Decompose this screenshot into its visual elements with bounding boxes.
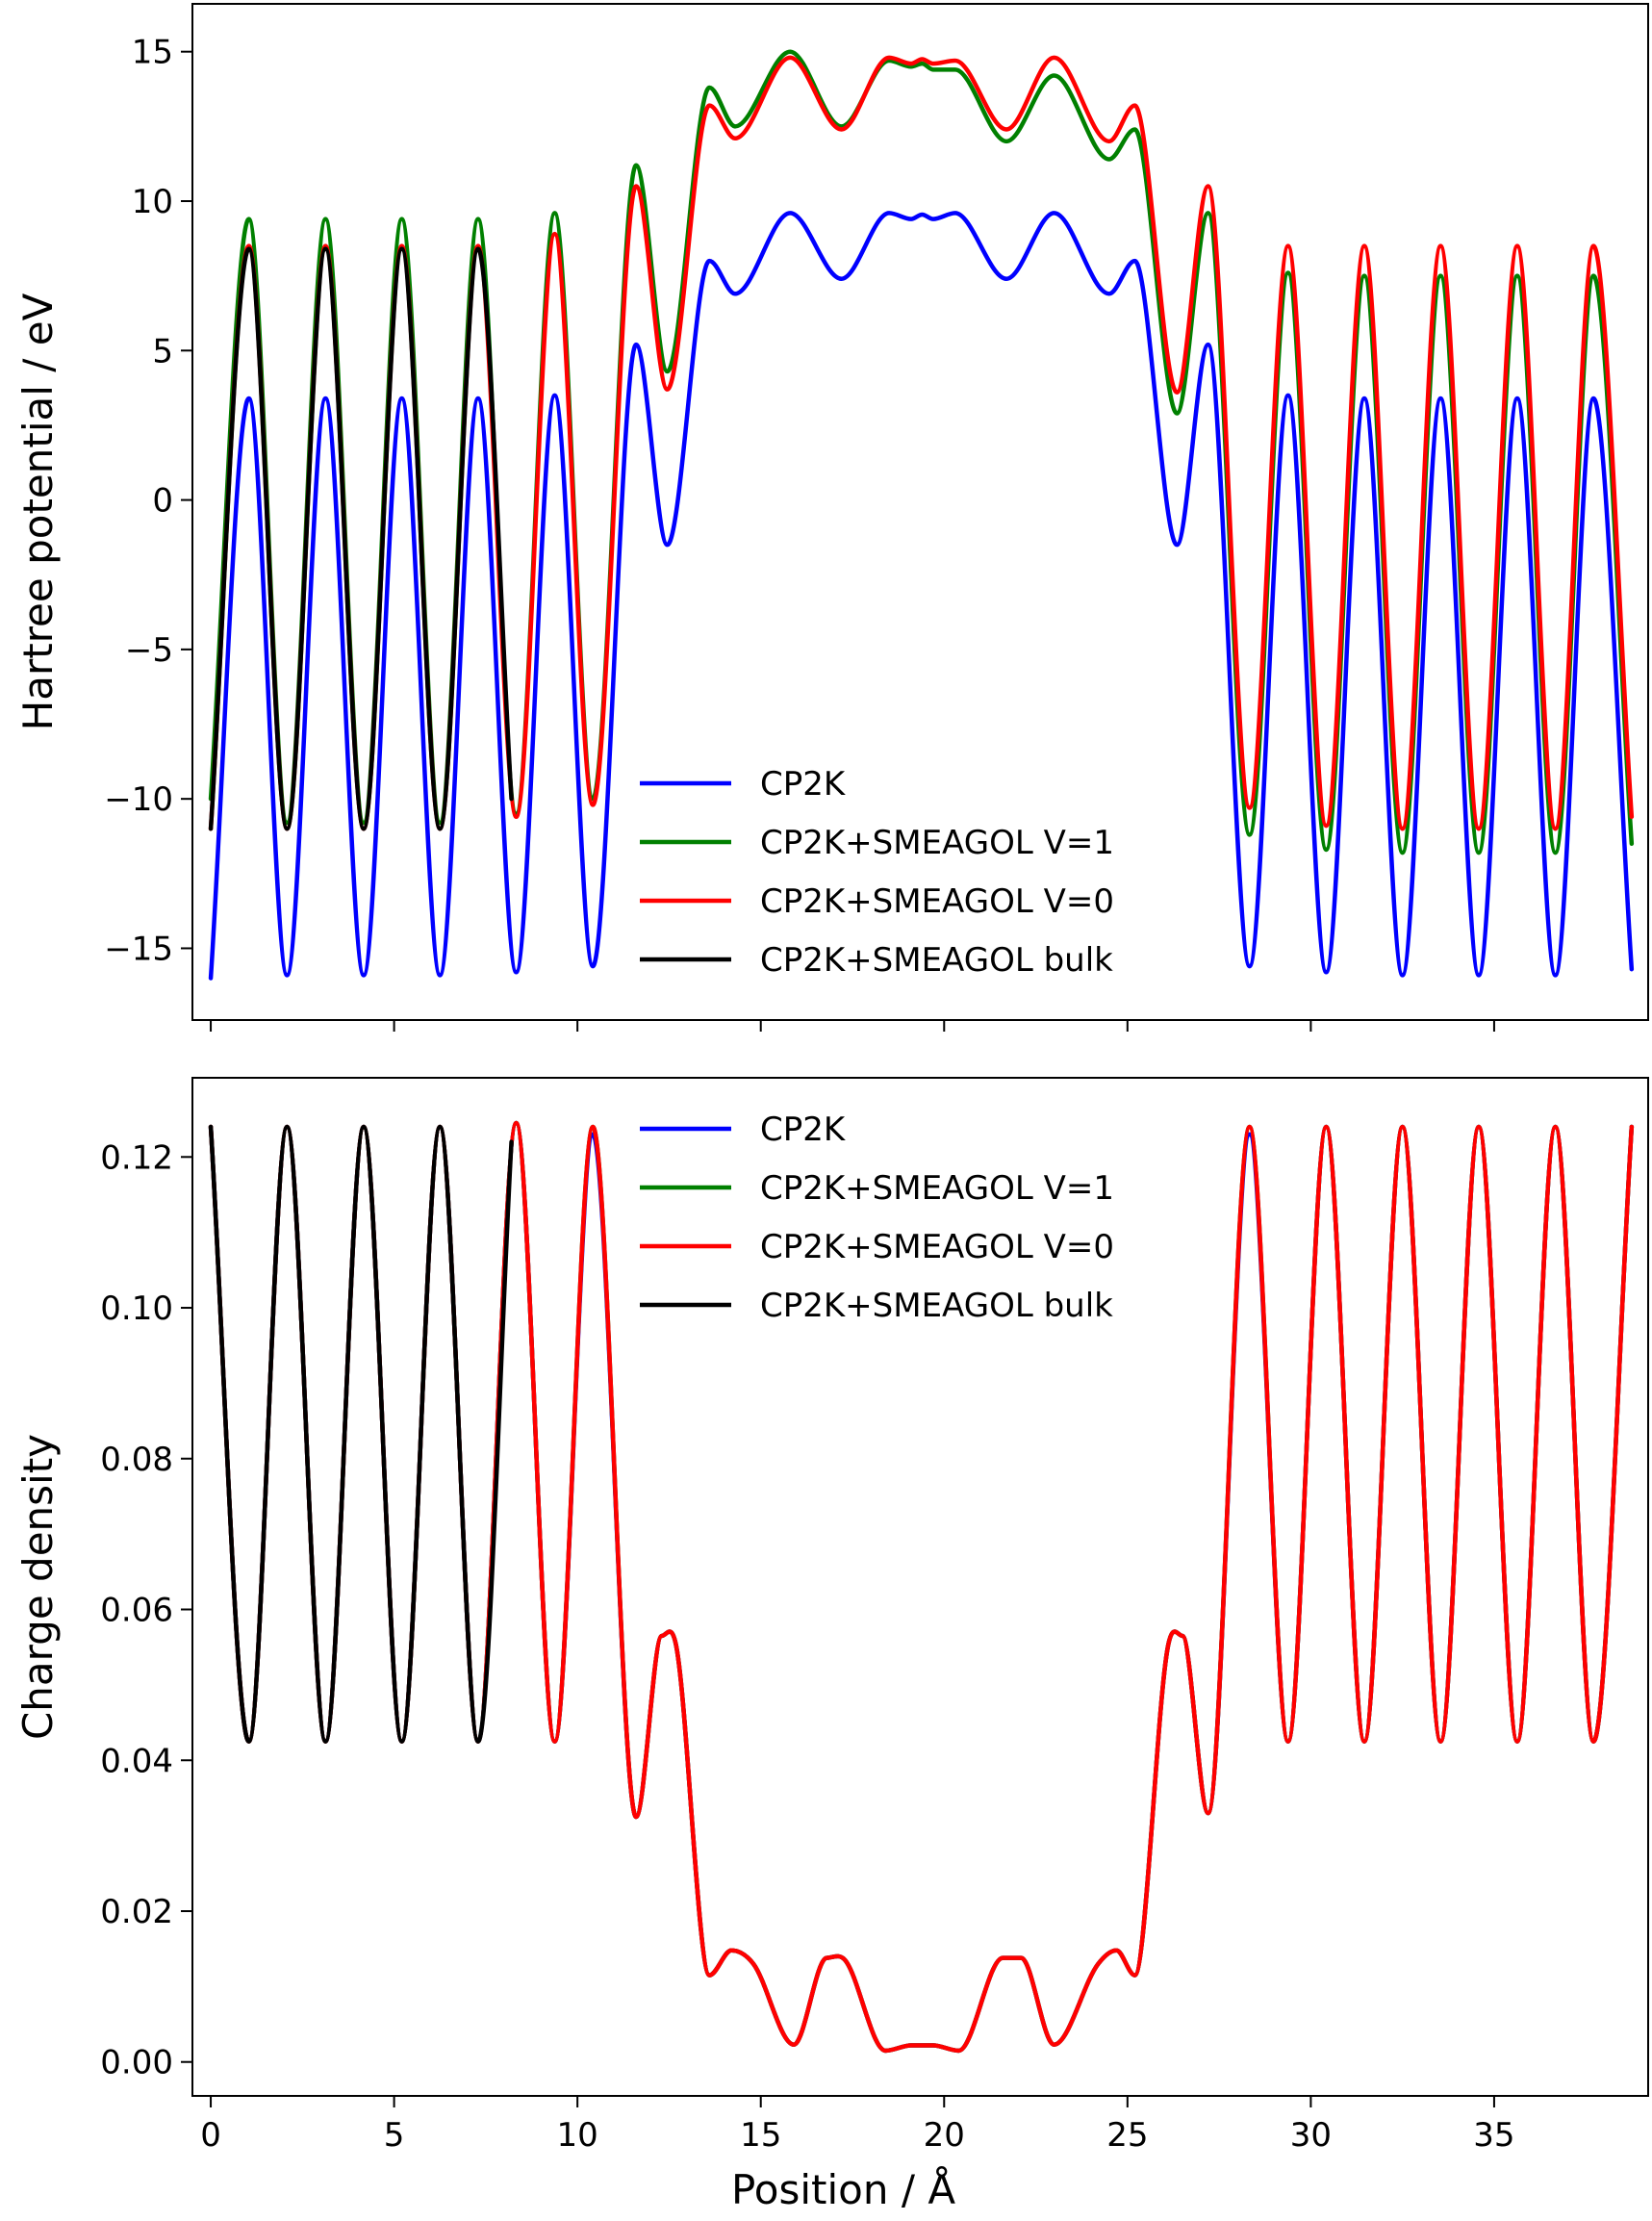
ytick-label: 0 bbox=[152, 482, 173, 521]
series-line bbox=[208, 1124, 514, 1744]
ytick-label: 0.10 bbox=[100, 1289, 173, 1328]
legend-label: CP2K+SMEAGOL V=0 bbox=[760, 1228, 1114, 1266]
series-line bbox=[208, 49, 1635, 855]
ytick-label: 0.02 bbox=[100, 1893, 173, 1931]
legend-label: CP2K+SMEAGOL bulk bbox=[760, 941, 1113, 980]
hartree-potential-panel: −15 −10 −5 0 5 10 15 CP2K CP2K+SMEAGOL V=1 CP2K+… bbox=[14, 3, 1649, 1032]
hartree-ytick-labels: −15 −10 −5 0 5 10 15 bbox=[104, 34, 173, 969]
density-axes-frame bbox=[191, 1077, 1649, 2097]
legend-label: CP2K+SMEAGOL V=1 bbox=[760, 824, 1114, 862]
ytick-label: 0.12 bbox=[100, 1138, 173, 1177]
xtick-label: 35 bbox=[1473, 2116, 1514, 2155]
ytick-label: 10 bbox=[132, 183, 173, 221]
ytick-label: 5 bbox=[152, 332, 173, 370]
xtick-label: 15 bbox=[740, 2116, 781, 2155]
legend-label: CP2K+SMEAGOL bulk bbox=[760, 1287, 1113, 1325]
density-y-axis-label: Charge density bbox=[14, 1434, 62, 1740]
legend-label: CP2K bbox=[760, 765, 847, 804]
hartree-axes-frame bbox=[191, 3, 1649, 1021]
ytick-label: −10 bbox=[104, 780, 173, 819]
density-xtick-labels: 0 5 10 15 20 25 30 35 bbox=[200, 2116, 1514, 2155]
xtick-label: 30 bbox=[1290, 2116, 1332, 2155]
series-line bbox=[208, 246, 514, 831]
hartree-y-axis-label: Hartree potential / eV bbox=[14, 293, 62, 730]
ytick-label: 0.08 bbox=[100, 1441, 173, 1479]
xtick-label: 0 bbox=[200, 2116, 221, 2155]
xtick-label: 20 bbox=[924, 2116, 965, 2155]
position-x-axis-label: Position / Å bbox=[731, 2165, 955, 2213]
charge-density-panel: 0.00 0.02 0.04 0.06 0.08 0.10 0.12 0 5 10 15 20 25 3… bbox=[14, 1077, 1649, 2213]
ytick-label: 0.06 bbox=[100, 1592, 173, 1630]
ytick-label: −15 bbox=[104, 930, 173, 968]
density-series bbox=[208, 1120, 1635, 2054]
xtick-label: 25 bbox=[1106, 2116, 1148, 2155]
hartree-ticks bbox=[181, 50, 1495, 1032]
legend-label: CP2K+SMEAGOL V=1 bbox=[760, 1169, 1114, 1208]
legend-label: CP2K+SMEAGOL V=0 bbox=[760, 882, 1114, 921]
ytick-label: 0.00 bbox=[100, 2044, 173, 2082]
legend-label: CP2K bbox=[760, 1110, 847, 1149]
hartree-series bbox=[208, 49, 1635, 981]
density-ticks bbox=[181, 1156, 1495, 2107]
density-legend: CP2K CP2K+SMEAGOL V=1 CP2K+SMEAGOL V=0 CP2K… bbox=[640, 1110, 1114, 1325]
series-line bbox=[208, 211, 1635, 981]
density-ytick-labels: 0.00 0.02 0.04 0.06 0.08 0.10 0.12 bbox=[100, 1138, 173, 2081]
ytick-label: 15 bbox=[132, 34, 173, 72]
ytick-label: −5 bbox=[125, 631, 173, 670]
xtick-label: 5 bbox=[384, 2116, 405, 2155]
ytick-label: 0.04 bbox=[100, 1742, 173, 1780]
series-line bbox=[208, 55, 1635, 831]
xtick-label: 10 bbox=[557, 2116, 598, 2155]
hartree-legend: CP2K CP2K+SMEAGOL V=1 CP2K+SMEAGOL V=0 CP2K… bbox=[640, 765, 1114, 980]
